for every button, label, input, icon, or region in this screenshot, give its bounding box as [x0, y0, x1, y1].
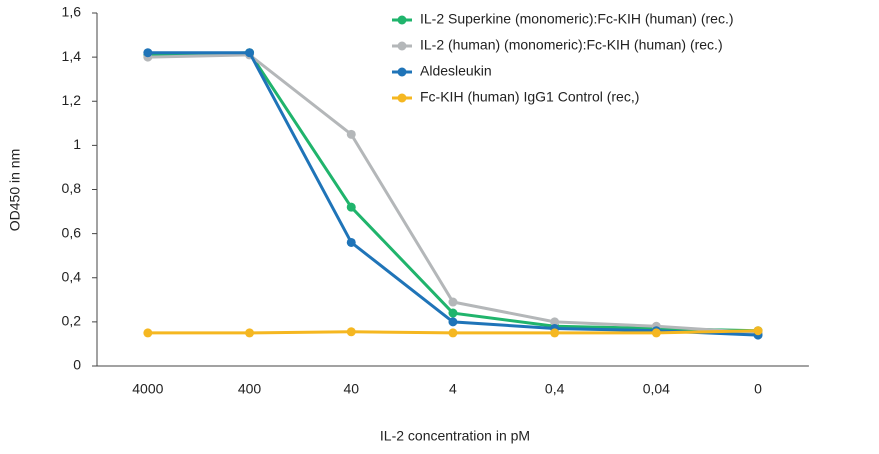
legend-marker — [397, 15, 407, 25]
x-tick-label: 400 — [238, 381, 262, 397]
data-point — [346, 327, 356, 337]
x-tick-label: 0 — [754, 381, 762, 397]
x-tick-label: 0,04 — [643, 381, 670, 397]
data-point — [550, 328, 560, 338]
data-point — [346, 202, 356, 212]
y-tick-label: 0 — [73, 357, 81, 373]
y-tick-label: 1,2 — [62, 92, 82, 108]
legend-label: IL-2 Superkine (monomeric):Fc-KIH (human… — [420, 11, 734, 27]
y-tick-label: 1 — [73, 136, 81, 152]
y-tick-label: 0,2 — [62, 313, 82, 329]
data-point — [753, 326, 763, 336]
y-tick-label: 0,6 — [62, 224, 82, 240]
data-point — [143, 48, 153, 58]
x-tick-label: 4 — [449, 381, 457, 397]
data-point — [143, 328, 153, 338]
data-point — [448, 317, 458, 327]
data-point — [448, 308, 458, 318]
y-tick-label: 0,8 — [62, 180, 82, 196]
data-point — [346, 129, 356, 139]
legend-marker — [397, 41, 407, 51]
data-point — [245, 48, 255, 58]
x-tick-label: 40 — [343, 381, 359, 397]
data-point — [550, 317, 560, 327]
legend-label: Fc-KIH (human) IgG1 Control (rec,) — [420, 89, 639, 105]
x-axis-title: IL-2 concentration in pM — [380, 428, 530, 444]
legend-marker — [397, 67, 407, 77]
legend-marker — [397, 93, 407, 103]
data-point — [346, 237, 356, 247]
legend-label: IL-2 (human) (monomeric):Fc-KIH (human) … — [420, 37, 723, 53]
y-tick-label: 1,4 — [62, 48, 82, 64]
legend-label: Aldesleukin — [420, 63, 492, 79]
data-point — [448, 328, 458, 338]
y-tick-label: 1,6 — [62, 4, 82, 20]
data-point — [245, 328, 255, 338]
x-tick-label: 0,4 — [545, 381, 565, 397]
y-axis-title: OD450 in nm — [7, 149, 23, 231]
data-point — [651, 328, 661, 338]
x-tick-label: 4000 — [132, 381, 163, 397]
y-tick-label: 0,4 — [62, 268, 82, 284]
data-point — [448, 297, 458, 307]
